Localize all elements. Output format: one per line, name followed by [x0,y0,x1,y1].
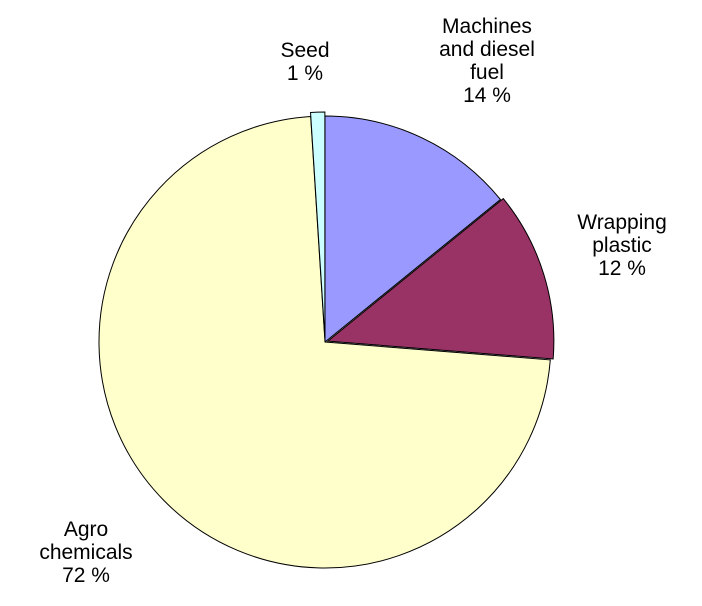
slice-name-line: and diesel [439,38,535,61]
slice-name-line: fuel [470,61,504,84]
slice-name-line: Seed [280,39,329,62]
slice-name-line: plastic [592,234,652,257]
pie-labels: Machines and diesel fuel 14 % Wrapping plasti… [39,15,666,587]
slice-name-line: Wrapping [577,211,667,234]
label-agro-chemicals: Agro chemicals 72 % [39,518,132,587]
slice-value-label: 12 % [598,257,646,280]
slice-name-line: Agro [64,518,108,541]
slice-wrapping-plastic [326,197,555,360]
slice-machines-and-diesel-fuel [324,115,502,344]
slice-name-line: Machines [442,15,532,38]
label-seed: Seed 1 % [280,39,329,85]
label-wrapping-plastic: Wrapping plastic 12 % [577,211,667,280]
slice-agro-chemicals [98,115,551,569]
slice-value-label: 72 % [62,564,110,587]
slice-value-label: 1 % [287,62,323,85]
label-machines-and-diesel-fuel: Machines and diesel fuel 14 % [439,15,535,107]
slice-seed [310,111,326,339]
pie-slices [98,111,555,569]
slice-name-line: chemicals [39,541,132,564]
slice-value-label: 14 % [463,84,511,107]
